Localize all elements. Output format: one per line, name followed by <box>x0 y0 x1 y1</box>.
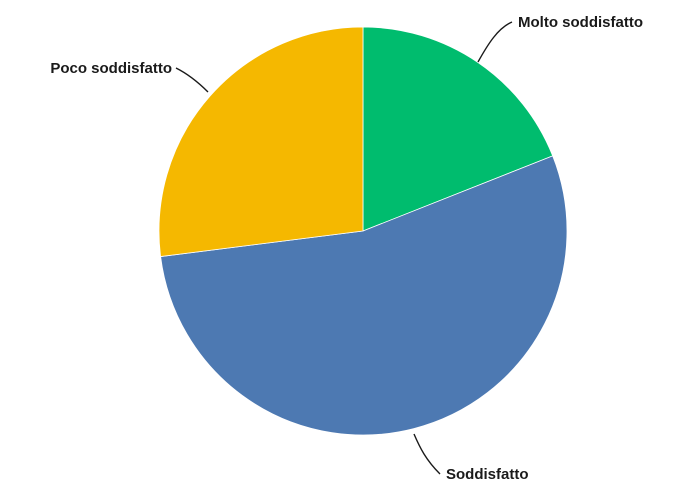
leader-line-poco-soddisfatto <box>175 67 209 93</box>
pie-slice-soddisfatto <box>160 155 568 436</box>
pie-slices <box>158 26 568 436</box>
pie-slice-poco-soddisfatto <box>158 26 364 258</box>
leader-line-molto-soddisfatto <box>477 21 513 63</box>
slice-label-soddisfatto: Soddisfatto <box>446 466 529 483</box>
slice-labels: Molto soddisfatto Soddisfatto Poco soddisf… <box>50 14 643 483</box>
leader-line-soddisfatto <box>413 433 441 475</box>
slice-label-molto-soddisfatto: Molto soddisfatto <box>518 14 643 31</box>
leader-lines <box>175 21 513 475</box>
pie-slice-molto-soddisfatto <box>362 26 554 232</box>
slice-label-poco-soddisfatto: Poco soddisfatto <box>50 60 172 77</box>
